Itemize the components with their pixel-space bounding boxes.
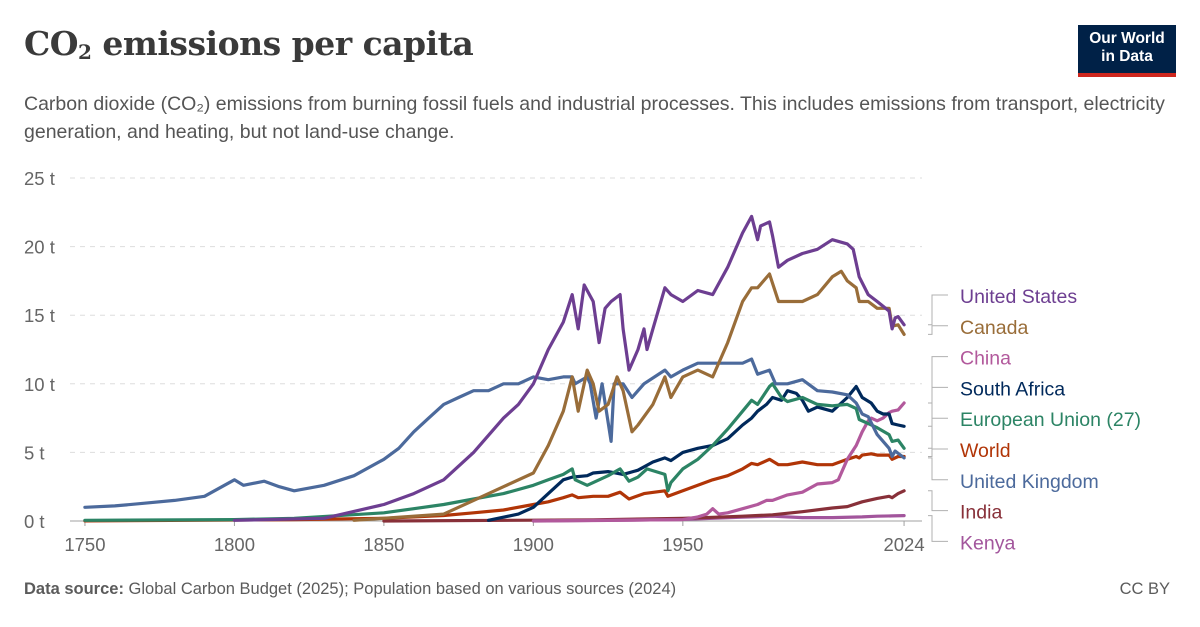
x-tick-label: 2024: [883, 534, 924, 555]
label-connector: [928, 294, 948, 326]
data-source-text: Global Carbon Budget (2025); Population …: [123, 580, 677, 598]
y-tick-label: 10 t: [24, 374, 55, 395]
label-connector: [928, 386, 948, 427]
label-connector: [928, 448, 948, 457]
license-link[interactable]: CC BY: [1119, 580, 1170, 598]
series-label[interactable]: China: [960, 348, 1011, 370]
x-tick-label: 1950: [662, 534, 703, 555]
series-label[interactable]: European Union (27): [960, 409, 1141, 431]
y-tick-label: 25 t: [24, 168, 55, 189]
series-end-labels: United States Canada China South Africa Euro…: [928, 286, 1141, 554]
series-line-china[interactable]: [531, 401, 906, 523]
y-axis-ticks: 0 t 5 t 10 t 15 t 20 t 25 t: [24, 168, 55, 532]
series-label[interactable]: Canada: [960, 317, 1028, 339]
label-connector: [928, 457, 948, 481]
logo-line-2: in Data: [1101, 48, 1153, 65]
series-line-south-africa[interactable]: [486, 384, 906, 522]
label-connector: [928, 325, 948, 335]
chart-subtitle: Carbon dioxide (CO₂) emissions from burn…: [24, 93, 1165, 143]
series-line-world[interactable]: [83, 452, 906, 523]
x-tick-label: 1850: [363, 534, 404, 555]
y-tick-label: 5 t: [24, 442, 45, 463]
series-label[interactable]: Kenya: [960, 532, 1015, 554]
series-lines: [83, 214, 906, 523]
x-tick-label: 1800: [214, 534, 255, 555]
series-line-european-union-27[interactable]: [83, 382, 906, 522]
data-source-label: Data source:: [24, 580, 124, 598]
x-axis-ticks: 1750 1800 1850 1900 1950 2024: [64, 521, 925, 555]
y-tick-label: 0 t: [24, 511, 45, 532]
series-label[interactable]: United Kingdom: [960, 471, 1099, 493]
series-line-canada[interactable]: [352, 269, 906, 522]
y-tick-label: 15 t: [24, 305, 55, 326]
grid-lines: [70, 177, 922, 522]
our-world-in-data-logo[interactable]: Our World in Data: [1078, 25, 1176, 77]
series-line-united-states[interactable]: [232, 214, 906, 522]
chart-title: CO2 emissions per capita: [24, 24, 474, 64]
series-line-united-kingdom[interactable]: [83, 357, 906, 509]
label-connector: [928, 417, 948, 449]
label-connector: [928, 490, 948, 512]
series-label[interactable]: South Africa: [960, 378, 1065, 400]
series-label[interactable]: India: [960, 502, 1002, 524]
logo-line-1: Our World: [1089, 30, 1165, 47]
label-connector: [928, 356, 948, 404]
y-tick-label: 20 t: [24, 237, 55, 258]
label-connector: [928, 515, 948, 542]
x-tick-label: 1750: [64, 534, 105, 555]
x-tick-label: 1900: [513, 534, 554, 555]
series-label[interactable]: United States: [960, 286, 1077, 308]
series-label[interactable]: World: [960, 440, 1011, 462]
data-source-note: Data source: Global Carbon Budget (2025)…: [24, 580, 676, 599]
